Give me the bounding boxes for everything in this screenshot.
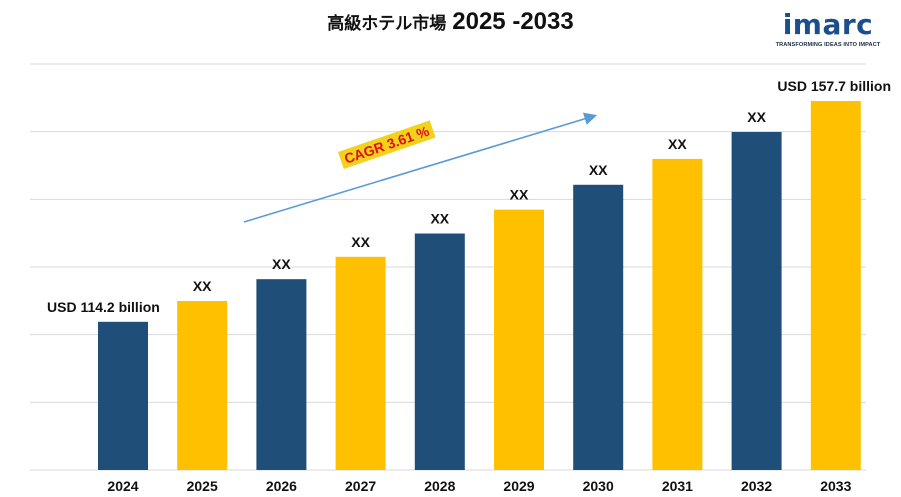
tick-label-2029: 2029 (503, 478, 534, 494)
tick-label-2033: 2033 (820, 478, 851, 494)
title-text: 高級ホテル市場 (327, 14, 447, 34)
bar-2025 (177, 301, 228, 470)
data-label-2033: USD 157.7 billion (777, 78, 891, 94)
bars (98, 101, 861, 471)
data-label-2029: XX (510, 187, 529, 203)
logo-brand: imarc (782, 8, 874, 41)
title-years: 2025 -2033 (452, 8, 574, 35)
data-label-2030: XX (589, 162, 608, 178)
bar-2024 (98, 321, 148, 470)
x-tick-labels: 2024 2025 2026 2027 2028 2029 2030 2031 2032 2033 (107, 478, 851, 494)
bar-2027 (335, 256, 386, 470)
tick-label-2026: 2026 (266, 478, 297, 494)
chart-title: 高級ホテル市場 2025 -2033 (0, 8, 901, 36)
tick-label-2027: 2027 (345, 478, 376, 494)
cagr-arrow (243, 112, 598, 223)
data-label-2028: XX (430, 211, 449, 227)
bar-2029 (494, 209, 544, 470)
trend-arrow (243, 112, 598, 223)
bar-2030 (573, 184, 624, 470)
data-label-2025: XX (193, 278, 212, 294)
data-label-2026: XX (272, 256, 291, 272)
data-label-2031: XX (668, 136, 687, 152)
tick-label-2030: 2030 (583, 478, 614, 494)
data-labels: USD 114.2 billion XX XX XX XX XX XX XX XX USD 157… (47, 78, 891, 315)
data-label-2032: XX (747, 109, 766, 125)
bar-2033 (810, 101, 861, 471)
bar-2031 (652, 158, 703, 470)
data-label-2027: XX (351, 234, 370, 250)
tick-label-2032: 2032 (741, 478, 772, 494)
logo-tagline: TRANSFORMING IDEAS INTO IMPACT (775, 42, 881, 48)
bar-2028 (414, 233, 465, 470)
tick-label-2024: 2024 (107, 478, 138, 494)
tick-label-2025: 2025 (187, 478, 218, 494)
data-label-2024: USD 114.2 billion (47, 299, 160, 315)
bar-2026 (256, 279, 307, 470)
bar-2032 (731, 132, 782, 470)
tick-label-2031: 2031 (662, 478, 693, 494)
tick-label-2028: 2028 (424, 478, 455, 494)
imarc-logo: imarc TRANSFORMING IDEAS INTO IMPACT (773, 8, 883, 49)
